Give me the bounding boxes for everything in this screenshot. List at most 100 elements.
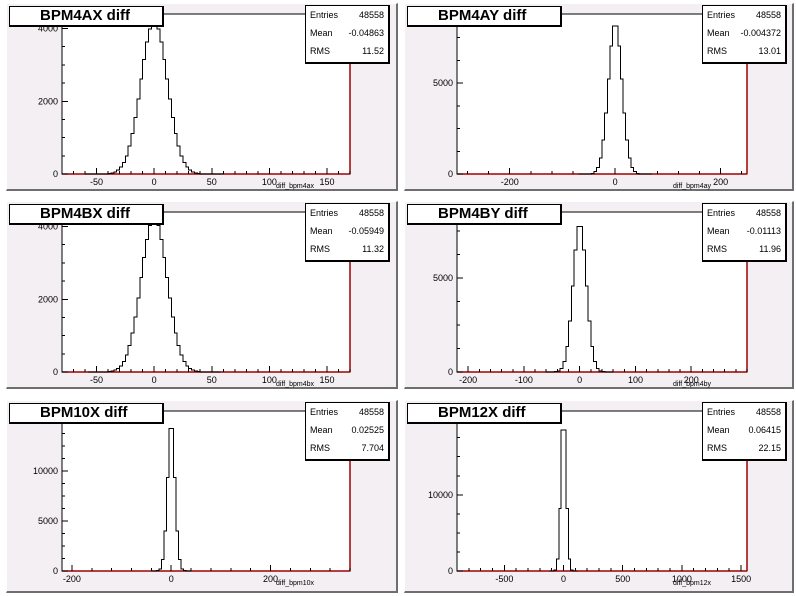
stats-rms-label: RMS — [707, 46, 727, 56]
stats-mean-row: Mean -0.004372 — [703, 24, 785, 42]
stats-entries-label: Entries — [310, 208, 339, 218]
y-tick-label: 0 — [448, 367, 453, 377]
stats-entries-label: Entries — [310, 407, 339, 417]
histogram-plot: -200 -100 0 100 200 0 5000 diff_bpm4by — [433, 211, 748, 388]
histogram-pad: -200 0 200 0 5000 10000 diff_bpm10x BPM10X diff… — [6, 400, 398, 593]
stats-entries-label: Entries — [310, 10, 339, 20]
stats-rms-value: 7.704 — [361, 443, 384, 453]
histogram-bins — [578, 25, 653, 175]
x-tick-label: 50 — [207, 177, 217, 187]
y-tick-label: 4000 — [38, 24, 58, 34]
stats-entries-value: 48558 — [358, 208, 384, 218]
stats-mean-label: Mean — [707, 425, 730, 435]
stats-mean-value: -0.04863 — [348, 28, 384, 38]
y-tick-label: 0 — [448, 169, 453, 179]
histogram-title: BPM12X diff — [407, 403, 562, 424]
stats-rms-value: 11.96 — [759, 244, 781, 254]
stats-mean-value: 0.06415 — [748, 425, 781, 435]
stats-rms-row: RMS 11.32 — [306, 240, 388, 258]
y-tick-label: 0 — [53, 169, 58, 179]
x-tick-label: 0 — [577, 375, 582, 385]
x-tick-label: -50 — [90, 375, 103, 385]
y-tick-label: 10000 — [428, 490, 453, 500]
x-tick-label: 100 — [262, 375, 277, 385]
x-tick-label: 1000 — [672, 574, 692, 584]
y-tick-label: 2000 — [38, 294, 58, 304]
stats-entries-row: Entries 48558 — [703, 6, 785, 24]
stats-box: Entries 48558 Mean -0.004372 RMS 13.01 — [702, 5, 787, 64]
x-axis-title: diff_bpm4by — [673, 381, 712, 388]
x-axis-title: diff_bpm10x — [276, 580, 315, 587]
stats-entries-row: Entries 48558 — [306, 403, 388, 421]
stats-rms-row: RMS 11.96 — [703, 240, 785, 258]
stats-entries-value: 48558 — [358, 10, 384, 20]
plot-frame — [61, 13, 351, 175]
x-tick-label: -200 — [63, 574, 81, 584]
stats-entries-row: Entries 48558 — [306, 204, 388, 222]
x-axis-title: diff_bpm4bx — [276, 381, 315, 388]
stats-mean-label: Mean — [310, 425, 333, 435]
y-tick-label: 0 — [53, 367, 58, 377]
plot-frame — [61, 410, 351, 572]
histogram-plot: -200 0 200 0 5000 10000 diff_bpm10x — [33, 410, 351, 587]
x-tick-label: -100 — [515, 375, 533, 385]
histogram-pad: -50 0 50 100 150 0 2000 4000 diff_bpm4bx BPM4BX d… — [6, 201, 398, 389]
histogram-pad: -200 0 200 0 5000 diff_bpm4ay BPM4AY diff Entri… — [404, 3, 794, 191]
stats-mean-row: Mean -0.01113 — [703, 222, 785, 240]
x-tick-label: 0 — [152, 375, 157, 385]
x-tick-label: 50 — [207, 375, 217, 385]
x-tick-label: 500 — [615, 574, 630, 584]
x-tick-label: -200 — [459, 375, 477, 385]
histogram-title: BPM4AY diff — [407, 6, 562, 27]
stats-mean-value: 0.02525 — [351, 425, 384, 435]
histogram-title: BPM4AX diff — [9, 6, 164, 27]
stats-rms-value: 13.01 — [758, 46, 781, 56]
stats-mean-value: -0.05949 — [348, 226, 384, 236]
x-tick-label: 0 — [169, 574, 174, 584]
x-tick-label: 0 — [561, 574, 566, 584]
x-tick-label: -500 — [495, 574, 513, 584]
stats-entries-label: Entries — [707, 10, 736, 20]
stats-mean-value: -0.004372 — [740, 28, 781, 38]
histogram-title: BPM4BY diff — [407, 204, 562, 225]
stats-entries-label: Entries — [707, 208, 736, 218]
histogram-title: BPM10X diff — [9, 403, 164, 424]
x-tick-label: 0 — [613, 177, 618, 187]
histogram-pad: -50005001000150001000020000diff_bpm12xBP… — [404, 400, 794, 593]
y-tick-label: 5000 — [433, 78, 453, 88]
x-tick-label: -200 — [501, 177, 519, 187]
x-tick-label: 100 — [628, 375, 643, 385]
y-tick-label: 0 — [448, 566, 453, 576]
stats-mean-row: Mean 0.06415 — [703, 421, 785, 439]
x-axis-title: diff_bpm4ax — [276, 183, 315, 190]
x-axis-title: diff_bpm4ay — [673, 183, 712, 190]
x-tick-label: 200 — [263, 574, 278, 584]
plot-frame — [456, 211, 748, 373]
stats-box: Entries 48558 Mean 0.06415 RMS 22.15 — [702, 402, 787, 461]
stats-mean-row: Mean 0.02525 — [306, 421, 388, 439]
stats-entries-row: Entries 48558 — [703, 403, 785, 421]
stats-rms-value: 11.52 — [362, 46, 384, 56]
y-tick-label: 4000 — [38, 222, 58, 232]
stats-entries-value: 48558 — [358, 407, 384, 417]
stats-box: Entries 48558 Mean -0.04863 RMS 11.52 — [305, 5, 390, 64]
histogram-plot: -50 0 50 100 150 0 2000 4000 diff_bpm4ax — [38, 13, 351, 190]
stats-mean-row: Mean -0.05949 — [306, 222, 388, 240]
x-tick-label: 150 — [319, 177, 334, 187]
stats-box: Entries 48558 Mean 0.02525 RMS 7.704 — [305, 402, 390, 461]
x-tick-label: 0 — [152, 177, 157, 187]
stats-rms-value: 22.15 — [758, 443, 781, 453]
y-tick-label: 0 — [53, 566, 58, 576]
stats-rms-row: RMS 7.704 — [306, 439, 388, 457]
stats-rms-row: RMS 11.52 — [306, 42, 388, 60]
stats-entries-value: 48558 — [755, 208, 781, 218]
x-tick-label: -50 — [90, 177, 103, 187]
stats-mean-label: Mean — [707, 226, 730, 236]
histogram-title: BPM4BX diff — [9, 204, 164, 225]
stats-rms-label: RMS — [310, 244, 330, 254]
histogram-plot: -200 0 200 0 5000 diff_bpm4ay — [433, 13, 748, 190]
stats-rms-label: RMS — [310, 443, 330, 453]
histogram-plot: -50005001000150001000020000diff_bpm12x — [428, 410, 751, 587]
x-tick-label: 100 — [262, 177, 277, 187]
